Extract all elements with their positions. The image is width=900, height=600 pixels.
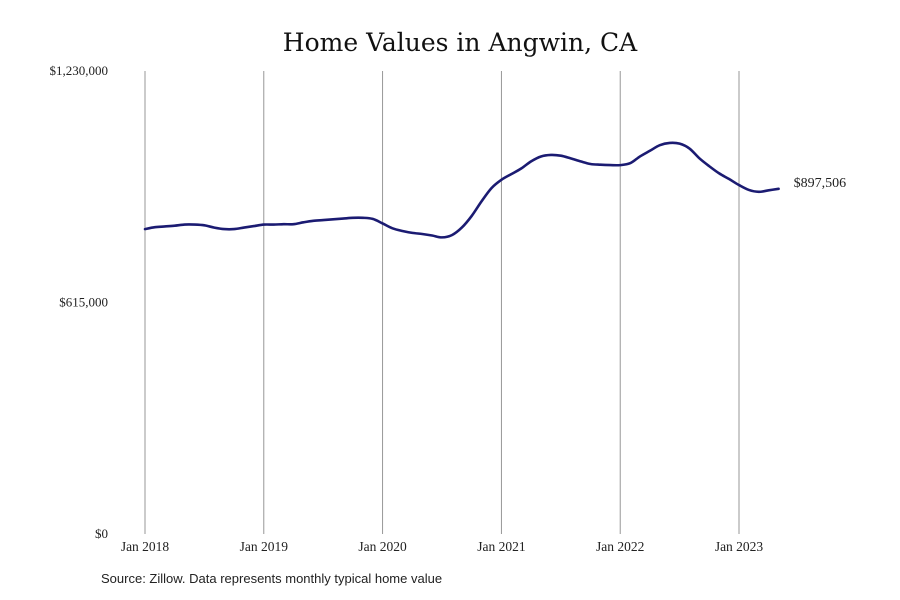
x-tick-label: Jan 2018: [121, 539, 170, 554]
series-line: [143, 141, 780, 239]
y-tick-label: $0: [95, 526, 108, 541]
gridlines: [144, 71, 740, 534]
source-note: Source: Zillow. Data represents monthly …: [101, 571, 443, 586]
y-axis-ticks: $0 $615,000 $1,230,000: [50, 63, 109, 541]
x-tick-label: Jan 2019: [240, 539, 289, 554]
series-home-value: [143, 141, 780, 239]
end-value-label: $897,506: [794, 176, 847, 191]
x-tick-label: Jan 2022: [596, 539, 644, 554]
y-tick-label: $615,000: [59, 295, 108, 310]
annotations: $897,506: [794, 176, 847, 191]
chart-title: Home Values in Angwin, CA: [283, 28, 638, 57]
x-axis-ticks: Jan 2018 Jan 2019 Jan 2020 Jan 2021 Jan 2022…: [121, 539, 764, 554]
y-tick-label: $1,230,000: [50, 63, 109, 78]
x-tick-label: Jan 2020: [358, 539, 407, 554]
x-tick-label: Jan 2023: [715, 539, 764, 554]
x-tick-label: Jan 2021: [477, 539, 525, 554]
